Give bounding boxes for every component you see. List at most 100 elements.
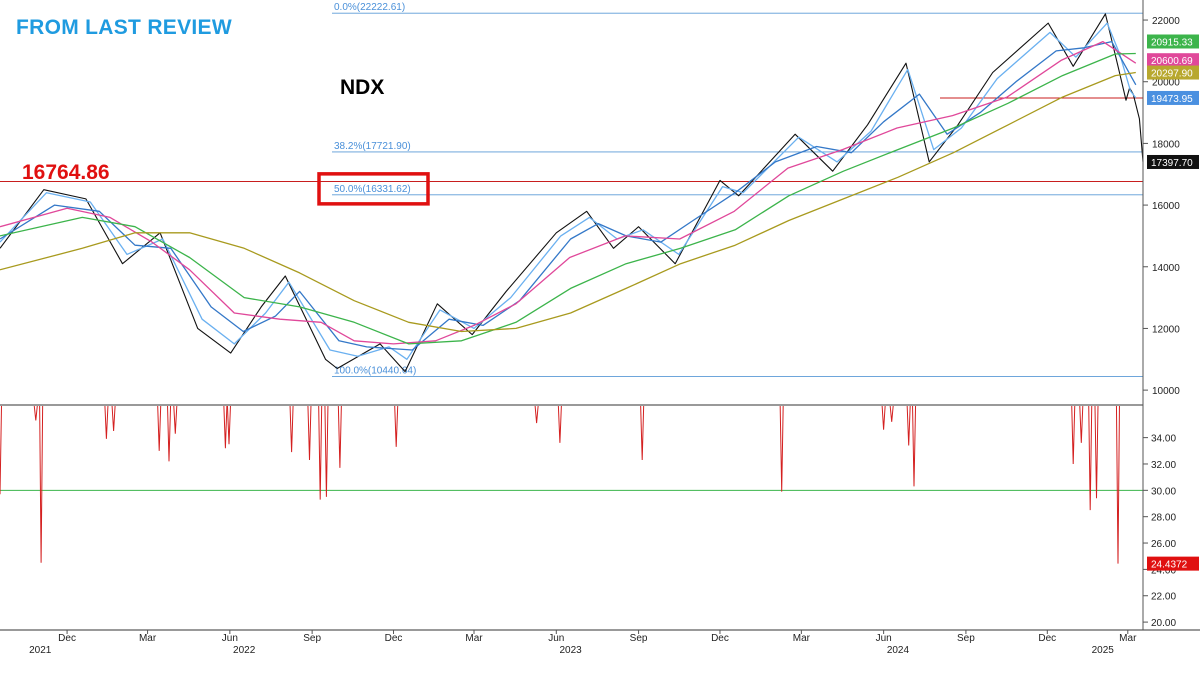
ind-y-tick-label-6: 32.00	[1151, 460, 1176, 471]
x-month-label-0: Dec	[58, 633, 76, 644]
fib-label-3: 100.0%(10440.64)	[334, 366, 416, 377]
x-month-label-10: Jun	[876, 633, 892, 644]
indicator-spike-3	[104, 405, 109, 439]
x-month-label-7: Sep	[630, 633, 648, 644]
indicator-spike-18	[640, 405, 645, 461]
x-month-label-3: Sep	[303, 633, 321, 644]
price-badge-text-3: 19473.95	[1151, 94, 1193, 105]
price-badge-2: 20297.90	[1147, 65, 1199, 80]
indicator-spike-25	[1079, 405, 1084, 443]
indicator-spike-6	[167, 405, 172, 462]
price-badge-text-2: 20297.90	[1151, 69, 1193, 80]
indicator-spike-1	[33, 405, 38, 421]
indicator-spike-9	[226, 405, 231, 445]
price-series-2	[0, 40, 1137, 351]
price-y-tick-label-2: 14000	[1152, 263, 1180, 274]
ind-y-tick-label-2: 24.00	[1151, 565, 1176, 576]
price-badge-text-1: 20600.69	[1151, 56, 1193, 67]
ind-y-tick-label-5: 30.00	[1151, 486, 1176, 497]
indicator-badge-bg-0	[1147, 556, 1199, 571]
indicator-spike-15	[394, 405, 399, 447]
price-badge-0: 20915.33	[1147, 34, 1199, 49]
price-badge-4: 17397.70	[1147, 154, 1199, 169]
x-year-label-3: 2024	[887, 645, 910, 656]
price-y-tick-label-5: 20000	[1152, 78, 1180, 89]
x-year-label-1: 2022	[233, 645, 256, 656]
indicator-spike-8	[223, 405, 228, 449]
x-month-label-13: Mar	[1119, 633, 1137, 644]
fib-label-2: 50.0%(16331.62)	[334, 184, 411, 195]
indicator-spike-23	[912, 405, 917, 487]
x-month-label-2: Jun	[222, 633, 238, 644]
indicator-badge-0: 24.4372	[1147, 556, 1199, 571]
level-label: 16764.86	[22, 161, 110, 184]
price-y-tick-label-1: 12000	[1152, 324, 1180, 335]
indicator-spike-28	[1115, 405, 1120, 564]
ind-y-tick-label-3: 26.00	[1151, 539, 1176, 550]
x-year-label-4: 2025	[1092, 645, 1115, 656]
indicator-spike-4	[111, 405, 116, 432]
x-month-label-9: Mar	[793, 633, 811, 644]
price-y-tick-label-3: 16000	[1152, 201, 1180, 212]
indicator-panel	[0, 405, 1143, 564]
price-badge-bg-0	[1147, 34, 1199, 49]
indicator-spike-7	[173, 405, 178, 434]
price-badge-3: 19473.95	[1147, 90, 1199, 105]
x-month-label-1: Mar	[139, 633, 157, 644]
indicator-spike-22	[906, 405, 911, 446]
price-badge-text-4: 17397.70	[1151, 158, 1193, 169]
indicator-spike-24	[1071, 405, 1076, 465]
fib-50-highlight-box	[317, 172, 430, 206]
indicator-spike-26	[1088, 405, 1093, 511]
x-month-label-4: Dec	[385, 633, 403, 644]
indicator-spike-20	[881, 405, 886, 430]
x-month-label-11: Sep	[957, 633, 975, 644]
price-series-group	[0, 13, 1144, 373]
chart-ticker: NDX	[340, 76, 385, 99]
price-y-tick-label-6: 22000	[1152, 16, 1180, 27]
fib-label-0: 0.0%(22222.61)	[334, 2, 405, 13]
indicator-spike-16	[534, 405, 539, 424]
x-month-label-6: Jun	[548, 633, 564, 644]
x-month-label-12: Dec	[1038, 633, 1056, 644]
indicator-spike-17	[557, 405, 562, 443]
price-series-5	[0, 71, 1136, 333]
price-badge-bg-1	[1147, 53, 1199, 68]
indicator-spike-5	[157, 405, 162, 451]
indicator-spike-19	[779, 405, 784, 492]
price-badge-text-0: 20915.33	[1151, 37, 1193, 48]
review-title: FROM LAST REVIEW	[16, 16, 232, 39]
price-fib-grid: 0.0%(22222.61) 38.2%(17721.90) 50.0%(16331…	[0, 2, 1143, 377]
indicator-spike-11	[307, 405, 312, 461]
price-y-tick-label-0: 10000	[1152, 386, 1180, 397]
ind-y-tick-label-1: 22.00	[1151, 592, 1176, 603]
price-y-tick-label-4: 18000	[1152, 139, 1180, 150]
indicator-spike-10	[289, 405, 294, 453]
x-year-label-0: 2021	[29, 645, 52, 656]
indicator-spike-0	[0, 405, 2, 495]
ind-y-tick-label-4: 28.00	[1151, 513, 1176, 524]
ind-y-tick-label-0: 20.00	[1151, 618, 1176, 629]
price-badge-1: 20600.69	[1147, 53, 1199, 68]
indicator-spike-14	[337, 405, 342, 468]
indicator-badge-text-0: 24.4372	[1151, 560, 1188, 571]
price-series-4	[0, 52, 1136, 345]
price-badge-bg-4	[1147, 154, 1199, 169]
price-badge-bg-3	[1147, 90, 1199, 105]
indicator-spike-21	[889, 405, 894, 422]
price-series-3	[0, 40, 1137, 345]
indicator-spike-13	[324, 405, 329, 497]
axes-group: 10000 12000 14000 16000 18000 20000 22000 20.00…	[0, 0, 1200, 656]
fib-label-1: 38.2%(17721.90)	[334, 141, 411, 152]
price-series-1	[0, 22, 1137, 360]
price-series-0	[0, 13, 1144, 373]
indicator-spike-12	[318, 405, 323, 500]
x-year-label-2: 2023	[559, 645, 582, 656]
x-month-label-8: Dec	[711, 633, 729, 644]
indicator-spike-27	[1094, 405, 1099, 499]
price-badge-bg-2	[1147, 65, 1199, 80]
x-month-label-5: Mar	[465, 633, 483, 644]
value-badges: 20915.33 20600.69 20297.90 19473.95 17397.70…	[1147, 34, 1199, 571]
ind-y-tick-label-7: 34.00	[1151, 434, 1176, 445]
